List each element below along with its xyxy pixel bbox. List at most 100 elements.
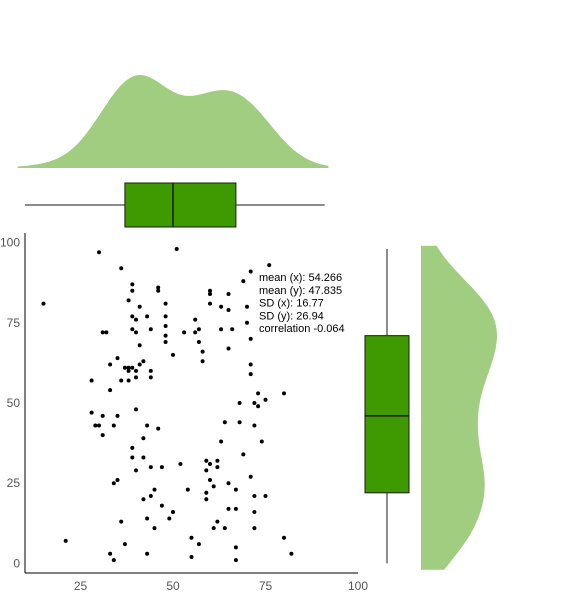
scatter-point bbox=[200, 359, 205, 364]
scatter-point bbox=[248, 362, 253, 367]
scatter-point bbox=[134, 407, 138, 412]
scatter-point bbox=[111, 558, 116, 563]
y-tick-label: 100 bbox=[0, 236, 20, 250]
x-density-area bbox=[17, 75, 329, 168]
stat-label: SD (y): 26.94 bbox=[259, 310, 324, 322]
scatter-point bbox=[159, 465, 164, 470]
scatter-point bbox=[130, 365, 135, 370]
scatter-point bbox=[208, 288, 212, 293]
scatter-point bbox=[230, 327, 235, 332]
scatter-point bbox=[141, 455, 146, 460]
scatter-point bbox=[141, 359, 146, 364]
scatter-panel: 25 50 75 100 0 25 50 75 100 mean (x): 54.266mea… bbox=[0, 233, 368, 592]
scatter-point bbox=[208, 291, 212, 296]
scatter-point bbox=[130, 314, 135, 319]
scatter-point bbox=[41, 301, 46, 306]
scatter-point bbox=[178, 461, 183, 466]
x-tick-label: 50 bbox=[166, 579, 180, 592]
stat-label: mean (y): 47.835 bbox=[259, 285, 342, 297]
y-tick-label: 50 bbox=[7, 396, 21, 410]
scatter-point bbox=[174, 247, 179, 252]
scatter-point bbox=[219, 439, 224, 444]
scatter-point bbox=[63, 538, 68, 543]
scatter-point bbox=[108, 362, 113, 367]
scatter-point bbox=[208, 461, 212, 466]
scatter-point bbox=[263, 494, 268, 499]
scatter-point bbox=[156, 288, 161, 293]
scatter-point bbox=[259, 301, 264, 306]
scatter-point bbox=[222, 420, 227, 425]
scatter-point bbox=[237, 401, 242, 405]
scatter-point bbox=[134, 468, 138, 473]
scatter-point bbox=[185, 487, 190, 492]
scatter-point bbox=[263, 397, 268, 402]
scatter-point bbox=[248, 269, 253, 274]
scatter-point bbox=[256, 404, 261, 409]
scatter-point bbox=[241, 279, 246, 284]
scatter-point bbox=[152, 526, 157, 531]
scatter-point bbox=[152, 487, 157, 492]
scatter-point bbox=[104, 330, 109, 335]
scatter-point bbox=[115, 477, 120, 482]
scatter-point bbox=[134, 375, 138, 380]
scatter-point bbox=[119, 519, 124, 524]
x-box-iqr bbox=[124, 182, 237, 228]
scatter-point bbox=[137, 304, 142, 309]
y-box-iqr bbox=[364, 335, 410, 494]
scatter-point bbox=[193, 317, 198, 322]
scatter-point bbox=[226, 307, 231, 312]
scatter-point bbox=[137, 343, 142, 348]
scatter-point bbox=[245, 320, 249, 325]
scatter-point bbox=[100, 330, 105, 335]
scatter-point bbox=[148, 327, 153, 332]
scatter-point bbox=[137, 362, 142, 367]
scatter-point bbox=[252, 494, 257, 499]
scatter-point bbox=[97, 250, 101, 255]
scatter-point bbox=[145, 423, 150, 428]
scatter-point bbox=[208, 301, 212, 306]
x-tick-label: 25 bbox=[74, 579, 88, 592]
scatter-point bbox=[122, 365, 127, 370]
scatter-point bbox=[156, 285, 161, 290]
scatter-point bbox=[148, 465, 153, 470]
scatter-point bbox=[289, 551, 294, 556]
scatter-point bbox=[145, 314, 150, 319]
scatter-point bbox=[126, 298, 131, 303]
stat-label: SD (x): 16.77 bbox=[259, 298, 324, 310]
scatter-point bbox=[93, 423, 98, 428]
scatter-point bbox=[148, 375, 153, 380]
scatter-point bbox=[222, 526, 227, 531]
x-tick-labels: 25 50 75 100 bbox=[74, 579, 369, 592]
scatter-point bbox=[219, 327, 224, 332]
x-tick-label: 100 bbox=[348, 579, 368, 592]
scatter-point bbox=[141, 497, 146, 502]
scatter-point bbox=[130, 445, 135, 450]
scatter-point bbox=[134, 368, 138, 373]
stat-label: mean (x): 54.266 bbox=[259, 272, 342, 284]
scatter-point bbox=[215, 465, 220, 470]
scatter-point bbox=[259, 439, 264, 444]
scatter-point bbox=[233, 558, 238, 563]
scatter-point bbox=[182, 330, 187, 335]
scatter-point bbox=[282, 391, 286, 396]
y-tick-label: 75 bbox=[7, 316, 21, 330]
scatter-point bbox=[108, 551, 113, 556]
scatter-point bbox=[115, 356, 120, 361]
scatter-point bbox=[252, 401, 257, 405]
scatter-point bbox=[148, 368, 153, 373]
y-tick-label: 0 bbox=[13, 556, 20, 570]
scatter-point bbox=[148, 494, 153, 499]
scatter-point bbox=[126, 378, 131, 383]
scatter-point bbox=[196, 340, 201, 345]
scatter-point bbox=[145, 516, 150, 521]
scatter-point bbox=[233, 506, 238, 511]
scatter-point bbox=[159, 503, 164, 508]
scatter-point bbox=[233, 487, 238, 492]
y-boxplot bbox=[364, 249, 410, 564]
scatter-point bbox=[119, 266, 124, 271]
scatter-point bbox=[252, 423, 257, 428]
scatter-point bbox=[130, 288, 135, 293]
scatter-point bbox=[163, 333, 168, 338]
scatter-point bbox=[134, 317, 138, 322]
